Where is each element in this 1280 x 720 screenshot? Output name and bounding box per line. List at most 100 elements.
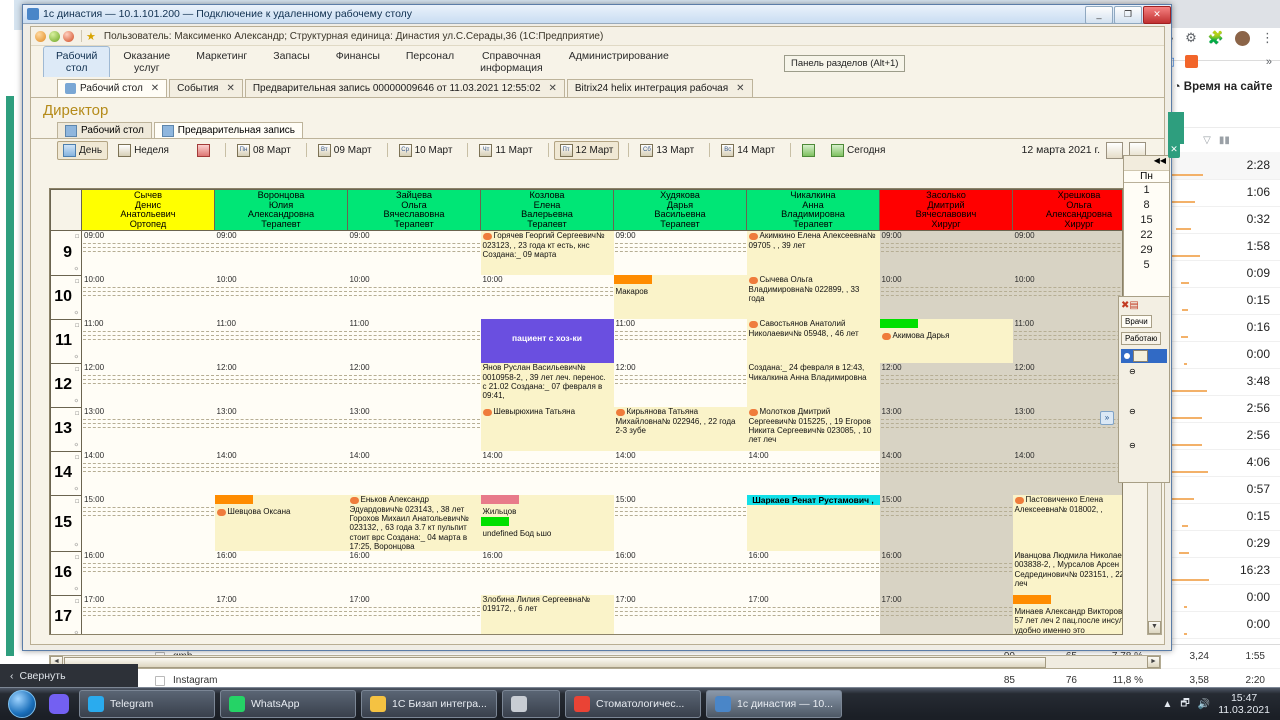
taskbar-item-5[interactable]: 1с династия — 10... [706,690,842,718]
schedule-column-header-4[interactable]: Худякова Дарья Васильевна Терапевт [613,189,747,232]
document-tab-1[interactable]: События ✕ [169,79,243,97]
mini-calendar-day-15[interactable]: 15 [1140,214,1153,226]
taskbar-item-1[interactable]: WhatsApp [220,690,356,718]
mini-calendar-prev-button[interactable]: ◀◀ [1124,156,1169,171]
appointment[interactable]: Молотков Дмитрий Сергеевич№ 015225, , 19… [747,407,880,444]
clock[interactable]: 15:47 11.03.2021 [1218,692,1270,716]
schedule-cell-c6-r6[interactable]: 15:00 [879,495,1013,552]
schedule-cell-c2-r5[interactable]: 14:00 [347,451,481,496]
expand-panel-arrow[interactable]: » [1100,411,1114,425]
refresh-button[interactable] [191,141,216,160]
scroll-right-button[interactable]: ► [1147,656,1160,668]
schedule-column-header-5[interactable]: Чикалкина Анна Владимировна Терапевт [746,189,880,232]
schedule-cell-c5-r1[interactable]: Сычева Ольга Владимировна№ 022899, , 33 … [746,275,880,320]
collapse-icon-2[interactable]: ⊖ [1129,407,1136,416]
taskbar-item-3[interactable] [502,690,560,718]
overflow-menu-icon[interactable]: ⋮ [1261,30,1274,45]
schedule-cell-c5-r3[interactable]: Создана:_ 24 февраля в 12:43, Чикалкина … [746,363,880,408]
schedule-cell-c7-r8[interactable]: Минаев Александр Викторович, 57 лет леч … [1012,595,1123,634]
doctors-panel-toolbar[interactable]: ✖▤ [1119,297,1169,313]
schedule-cell-c7-r7[interactable]: Иванцова Людмила Николаевна№ 003838-2, ,… [1012,551,1122,596]
scroll-down-button[interactable]: ▼ [1148,621,1161,634]
rdp-titlebar[interactable]: 1с династия — 10.1.101.200 — Подключение… [23,5,1171,24]
schedule-cell-c1-r4[interactable]: 13:00 [214,407,348,452]
schedule-cell-c0-r1[interactable]: 10:00 [81,275,215,320]
schedule-cell-c6-r4[interactable]: 13:00 [879,407,1013,452]
favorites-icon[interactable]: ★ [86,30,96,43]
schedule-cell-c0-r4[interactable]: 13:00 [81,407,215,452]
schedule-cell-c0-r8[interactable]: 17:00 [81,595,215,634]
taskbar-item-0[interactable]: Telegram [79,690,215,718]
date-button-2[interactable]: Ср 10 Март [393,141,459,160]
next-period-button[interactable] [796,141,821,160]
date-button-5[interactable]: Сб 13 Март [634,141,700,160]
date-button-3[interactable]: Чт 11 Март [473,141,538,160]
schedule-cell-c0-r0[interactable]: 09:00 [81,230,215,276]
minimize-button[interactable]: _ [1085,5,1113,24]
schedule-cell-c6-r2[interactable]: Акимова Дарья [879,319,1013,364]
workspace-subtabs[interactable]: Рабочий стол Предварительная запись [31,121,1164,139]
tray-arrow-icon[interactable]: ▲ [1162,698,1173,710]
schedule-cell-c2-r3[interactable]: 12:00 [347,363,481,408]
appointment-special[interactable]: пациент с хоз-ки [480,319,614,364]
appointment[interactable]: Савостьянов Анатолий Николаевич№ 05948, … [747,319,880,338]
appointment[interactable]: Акимкино Елена Алексеевна№ 09705 , , 39 … [747,231,880,250]
bookmark-bar[interactable]: ◧ » [1164,55,1272,68]
schedule-cell-c1-r3[interactable]: 12:00 [214,363,348,408]
schedule-cell-c3-r7[interactable]: 16:00 [480,551,614,596]
schedule-cell-c5-r8[interactable]: 17:00 [746,595,880,634]
schedule-cell-c2-r1[interactable]: 10:00 [347,275,481,320]
workspace-subtabs-list[interactable]: Рабочий стол Предварительная запись [57,122,305,138]
schedule-cell-c3-r6[interactable]: Жильцов undefined Бод ьшо [480,495,614,552]
schedule-cell-c4-r0[interactable]: 09:00 [613,230,747,276]
mini-calendar-days[interactable]: 1 8 15 22 29 5 [1124,183,1169,273]
schedule-cell-c7-r1[interactable]: 10:00 [1012,275,1122,320]
menu-item-4[interactable]: Финансы [335,50,380,62]
viber-quicklaunch[interactable] [44,689,74,719]
appointment[interactable]: Сычева Ольга Владимировна№ 022899, , 33 … [747,275,880,303]
menu-item-5[interactable]: Персонал [405,50,455,62]
today-button[interactable]: Сегодня [825,141,891,160]
radio-icon[interactable] [1124,353,1130,359]
taskbar-item-4[interactable]: Стоматологичес... [565,690,701,718]
horizontal-scroll-thumb[interactable] [64,657,1046,668]
forward-icon[interactable] [63,30,74,42]
schedule-cell-c2-r4[interactable]: 13:00 [347,407,481,452]
doctors-tree-node-1[interactable]: ⊖ [1129,365,1169,377]
date-button-1[interactable]: Вт 09 Март [312,141,378,160]
appointment[interactable]: Акимова Дарья [880,331,1013,340]
menu-item-1[interactable]: Оказание услуг [110,46,183,78]
schedule-horizontal-scrollbar[interactable]: ◄ ► [49,655,1161,669]
appointment[interactable]: Кирьянова Татьяна Михайловна№ 022946, , … [614,407,747,435]
schedule-cell-c1-r5[interactable]: 14:00 [214,451,348,496]
system-tray[interactable]: ▲ 🗗 🔊 15:47 11.03.2021 [1162,692,1280,716]
menu-item-0[interactable]: Рабочий стол [43,46,111,77]
close-button[interactable]: ✕ [1143,5,1171,24]
schedule-cell-c3-r8[interactable]: Злобина Лилия Сергеевна№ 019172, , 6 лет [480,595,614,634]
schedule-cell-c3-r3[interactable]: Янов Руслан Васильевич№ 0010958-2, , 39 … [480,363,614,408]
user-icon[interactable] [35,30,46,42]
appointment[interactable]: Минаев Александр Викторович, 57 лет леч … [1013,607,1123,634]
schedule-cell-c2-r6[interactable]: Еньков Александр Эдуардович№ 023143, , 3… [347,495,481,552]
open-documents-tabbar[interactable]: Рабочий стол ✕ События ✕ Предварительная зап… [31,78,1164,98]
schedule-cell-c7-r3[interactable]: 12:00 [1012,363,1122,408]
close-icon[interactable]: ✕ [150,83,160,94]
date-button-6[interactable]: Вс 14 Март [715,141,781,160]
menu-item-3[interactable]: Запасы [273,50,310,62]
close-icon[interactable]: ✕ [226,83,235,94]
schedule-column-header-0[interactable]: Сычев Денис Анатольевич Ортопед [81,189,215,232]
mini-calendar-day-22[interactable]: 22 [1140,229,1153,241]
schedule-column-header-3[interactable]: Козлова Елена Валерьевна Терапевт [480,189,614,232]
mini-calendar-day-5[interactable]: 5 [1143,259,1150,271]
browser-toolbar-icons[interactable]: ◔ ⚙ 🧩 ⋮ [1166,30,1274,46]
taskbar-items[interactable]: Telegram WhatsApp 1С Бизап интегра... Стома… [74,690,842,718]
schedule-column-header-2[interactable]: Зайцева Ольга Вячеславовна Терапевт [347,189,481,232]
schedule-toolbar[interactable]: День Неделя Пн 08 Март Вт 09 Март Ср 10 Март Ч… [31,139,1164,161]
week-view-button[interactable]: Неделя [112,141,175,160]
schedule-cell-c5-r7[interactable]: 16:00 [746,551,880,596]
sections-panel[interactable]: Рабочий стол Оказание услуг Маркетинг Запасы Ф… [31,46,1164,78]
schedule-cell-c4-r3[interactable]: 12:00 [613,363,747,408]
calendar-picker-button[interactable] [1106,141,1123,159]
schedule-cell-c4-r7[interactable]: 16:00 [613,551,747,596]
schedule-cell-c2-r7[interactable]: 16:00 [347,551,481,596]
